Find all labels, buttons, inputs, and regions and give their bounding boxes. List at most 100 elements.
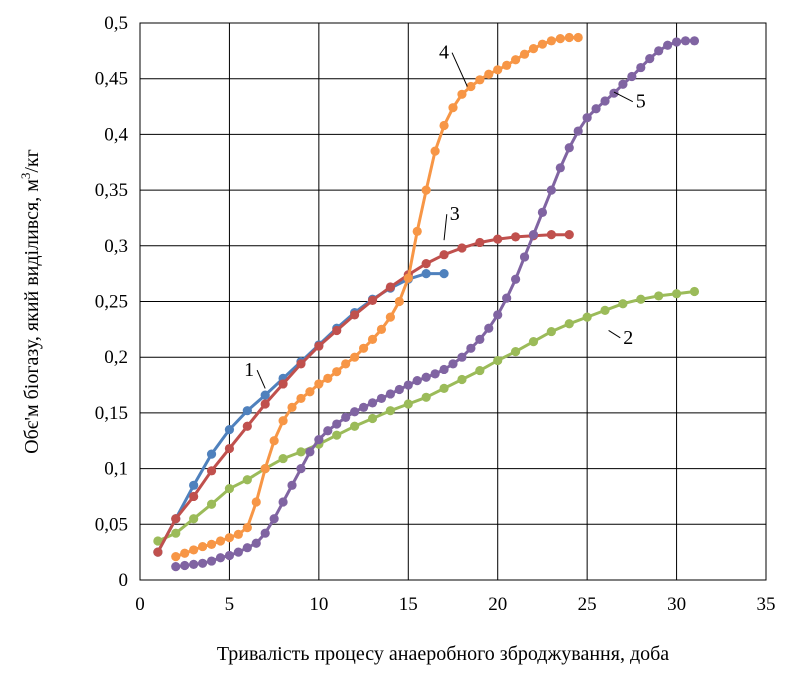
data-point: [376, 393, 387, 404]
data-point: [385, 282, 395, 292]
data-point: [180, 560, 190, 571]
data-point: [475, 334, 485, 344]
data-point: [457, 89, 467, 99]
data-point: [573, 32, 583, 43]
data-point: [278, 416, 288, 426]
data-point: [680, 36, 691, 46]
data-point: [591, 104, 601, 114]
data-point: [385, 406, 395, 416]
data-point: [278, 379, 288, 389]
x-tick-label: 35: [757, 594, 776, 615]
data-point: [385, 312, 395, 322]
y-tick-label: 0,15: [95, 403, 128, 424]
data-point: [278, 497, 288, 507]
data-point: [305, 447, 315, 457]
data-point: [475, 365, 485, 376]
data-point: [358, 343, 369, 353]
series-group: [153, 32, 700, 572]
data-point: [296, 359, 306, 369]
series-label-2: 2: [623, 327, 633, 349]
series-label-leader-2: [608, 330, 621, 339]
data-point: [323, 373, 333, 383]
data-point: [475, 75, 485, 85]
data-point: [394, 384, 404, 395]
data-point: [421, 269, 431, 279]
data-point: [564, 230, 574, 240]
series-line-4: [175, 36, 579, 559]
data-point: [457, 243, 467, 253]
data-point: [385, 389, 395, 399]
data-point: [439, 383, 449, 393]
data-point: [350, 310, 360, 320]
data-point: [689, 286, 700, 297]
data-point: [314, 341, 324, 351]
plot-area-border: [139, 22, 767, 581]
data-point: [206, 449, 217, 459]
data-point: [260, 399, 270, 409]
data-point: [502, 60, 512, 70]
data-point: [537, 39, 548, 49]
data-point: [171, 552, 181, 562]
data-point: [412, 226, 422, 236]
data-point: [546, 326, 556, 337]
data-point: [260, 464, 270, 474]
y-tick-label: 0,45: [95, 69, 128, 90]
data-point: [546, 230, 556, 240]
data-point: [242, 406, 252, 416]
data-point: [251, 538, 261, 548]
data-point: [242, 543, 252, 553]
data-point: [153, 547, 163, 557]
data-point: [493, 65, 503, 75]
data-point: [564, 32, 574, 43]
series-label-4: 4: [439, 42, 449, 64]
data-point: [618, 299, 628, 309]
data-point: [224, 443, 235, 454]
data-point: [555, 163, 565, 173]
x-axis-ticks: 0 5 10 15 20 25 30 35: [135, 594, 775, 615]
data-point: [287, 402, 297, 412]
data-point: [251, 497, 261, 507]
data-point: [198, 541, 208, 552]
data-point: [510, 347, 521, 357]
y-tick-label: 0,05: [95, 514, 128, 535]
data-point: [403, 380, 413, 390]
data-point: [448, 103, 458, 113]
data-point: [153, 536, 163, 546]
data-point: [528, 230, 539, 240]
data-point: [421, 185, 431, 195]
data-point: [350, 421, 360, 431]
data-point: [189, 491, 199, 502]
data-point: [663, 40, 673, 50]
data-point: [206, 499, 217, 509]
x-tick-label: 15: [399, 594, 418, 615]
data-point: [367, 334, 378, 344]
data-point: [600, 305, 610, 316]
data-point: [376, 324, 387, 334]
series-5: [171, 36, 700, 572]
data-point: [233, 547, 243, 557]
data-point: [287, 480, 297, 490]
data-point: [510, 274, 521, 284]
data-point: [493, 310, 503, 320]
data-point: [636, 62, 646, 73]
data-point: [618, 79, 628, 89]
data-point: [367, 398, 378, 408]
data-point: [546, 36, 556, 46]
data-point: [457, 374, 467, 385]
data-point: [278, 453, 288, 464]
data-point: [269, 514, 279, 524]
data-point: [439, 120, 449, 131]
data-point: [341, 359, 351, 369]
x-tick-label: 25: [578, 594, 597, 615]
data-point: [242, 475, 252, 485]
data-point: [206, 556, 217, 566]
y-tick-label: 0,2: [104, 347, 128, 368]
series-labels: 1 2 3 4 5: [244, 42, 646, 389]
data-point: [493, 234, 503, 244]
data-point: [171, 528, 181, 538]
data-point: [528, 44, 539, 54]
data-point: [439, 269, 449, 279]
x-tick-label: 10: [309, 594, 328, 615]
data-point: [403, 399, 413, 409]
